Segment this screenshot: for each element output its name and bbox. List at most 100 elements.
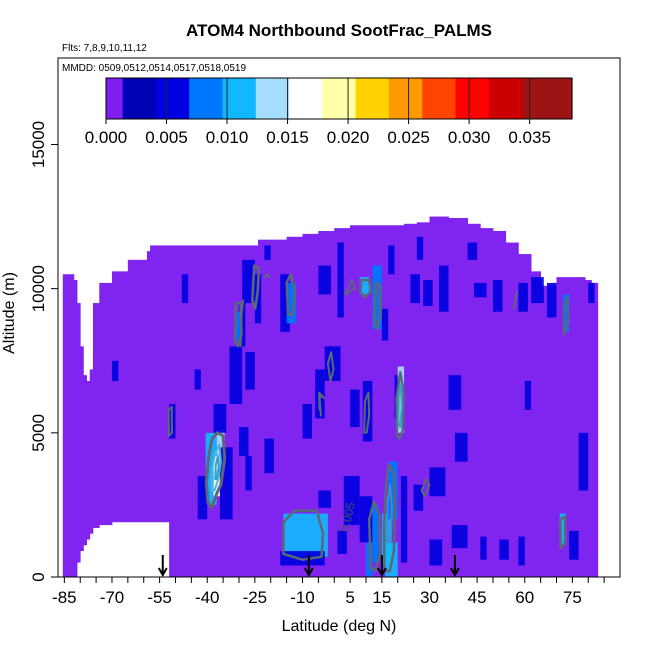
data-patch <box>318 490 332 508</box>
data-patch <box>350 389 360 428</box>
data-column <box>73 280 78 577</box>
data-patch <box>413 484 424 511</box>
contour-line <box>359 278 373 299</box>
colorbar-swatch <box>563 78 573 119</box>
data-patch <box>337 242 344 318</box>
colorbar-swatch <box>122 78 132 119</box>
colorbar-tick-label: 0.025 <box>387 128 430 147</box>
colorbar-swatch <box>413 78 423 119</box>
plot-frame <box>57 57 621 578</box>
data-patch <box>518 282 528 312</box>
data-patch <box>559 513 567 546</box>
data-patch <box>235 311 243 341</box>
plot-area: 0.005 <box>62 216 599 578</box>
colorbar-swatch <box>297 78 307 119</box>
colorbar-segment <box>538 78 573 119</box>
data-column <box>146 251 151 523</box>
data-patch <box>492 280 503 312</box>
colorbar-segment <box>272 78 307 119</box>
colorbar-swatch <box>155 78 165 119</box>
data-patch <box>518 536 525 566</box>
data-patch <box>343 476 360 526</box>
x-tick-label: 5 <box>345 588 354 607</box>
contour-line <box>562 296 570 336</box>
x-tick-label: -85 <box>52 588 77 607</box>
data-patch <box>416 236 424 260</box>
y-tick-label: 10000 <box>29 265 48 312</box>
x-tick-label: -40 <box>195 588 220 607</box>
y-tick-label: 15000 <box>29 121 48 168</box>
contour-line <box>372 281 382 331</box>
colorbar-swatch <box>289 78 298 119</box>
data-column <box>62 274 68 577</box>
contour-line <box>326 351 335 382</box>
data-column <box>127 259 138 523</box>
data-patch <box>372 504 379 563</box>
x-tick-label: 15 <box>372 588 391 607</box>
x-axis: -85 -70 -55 -40 -25 -10 5 15 30 45 60 75 <box>52 577 605 607</box>
data-patch <box>280 551 325 566</box>
colorbar-tick-label: 0.020 <box>327 128 370 147</box>
colorbar-swatch <box>205 78 215 119</box>
colorbar-swatch <box>322 78 332 119</box>
data-patch <box>588 282 595 304</box>
contour-line <box>204 431 227 510</box>
data-patch <box>388 461 398 520</box>
data-column <box>467 223 481 577</box>
data-patch <box>264 438 274 474</box>
data-patch <box>213 404 227 433</box>
arrow-head <box>303 567 314 578</box>
data-patch <box>467 242 478 260</box>
colorbar-swatch <box>438 78 448 119</box>
contour-line <box>167 405 173 437</box>
data-patch <box>546 282 557 318</box>
data-column <box>505 242 519 578</box>
data-column <box>556 277 576 577</box>
colorbar-swatch <box>463 78 473 119</box>
colorbar-swatch <box>430 78 440 119</box>
y-tick-label: 5000 <box>29 414 48 452</box>
colorbar-swatch <box>106 78 115 119</box>
data-column <box>83 375 87 546</box>
data-column <box>591 282 599 577</box>
data-column <box>137 259 148 523</box>
contour-label: 0.005 <box>338 501 358 534</box>
colorbar-swatch <box>388 78 398 119</box>
colorbar-swatch <box>422 78 432 119</box>
colorbar-swatch <box>147 78 157 119</box>
colorbar-swatch <box>522 78 531 119</box>
flights-annotation: Flts: 7,8,9,10,11,12 <box>62 43 147 54</box>
arrow-marker <box>376 555 387 578</box>
colorbar-swatch <box>547 78 556 119</box>
y-axis: 0 5000 10000 15000 <box>29 121 58 582</box>
colorbar-swatch <box>530 78 540 119</box>
colorbar-swatch <box>239 78 249 119</box>
x-tick-label: -70 <box>100 588 125 607</box>
x-tick-label: 30 <box>420 588 439 607</box>
data-patch <box>410 274 420 304</box>
colorbar-tick-label: 0.030 <box>448 128 491 147</box>
colorbar-tick-label: 0.005 <box>145 128 188 147</box>
y-axis-label: Altitude (m) <box>1 272 18 354</box>
colorbar-segment <box>339 78 373 119</box>
colorbar-segment <box>372 78 407 119</box>
data-patch <box>524 380 532 410</box>
colorbar-swatch <box>447 78 457 119</box>
colorbar-swatch <box>472 78 482 119</box>
data-patch <box>264 245 271 260</box>
colorbar-swatch <box>355 78 365 119</box>
colorbar-swatch <box>397 78 407 119</box>
colorbar-swatch <box>405 78 415 119</box>
data-column <box>162 245 170 523</box>
contour-line <box>239 299 245 348</box>
data-column <box>70 274 75 577</box>
colorbar-swatch <box>330 78 340 119</box>
data-column <box>492 231 507 577</box>
data-patch <box>578 432 589 491</box>
data-patch <box>388 245 395 275</box>
colorbar-swatch <box>363 78 373 119</box>
colorbar-segment <box>106 78 140 119</box>
contour-line <box>559 515 567 550</box>
data-patch <box>372 265 382 330</box>
